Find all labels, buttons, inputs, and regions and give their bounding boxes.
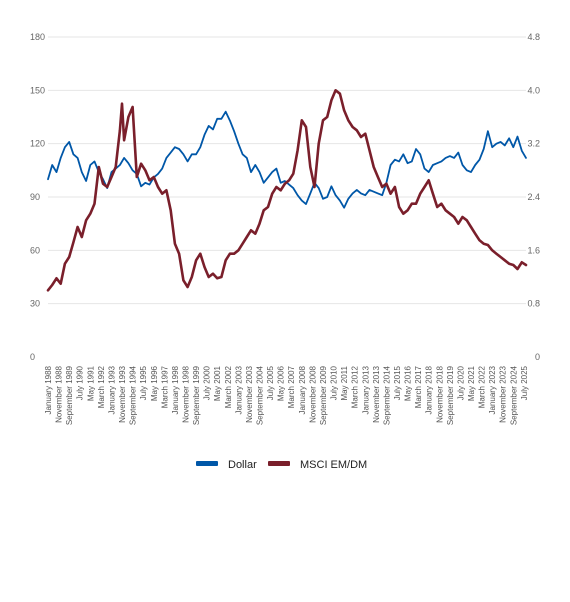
left-y-tick-label: 0: [30, 352, 35, 362]
x-tick-label: May 2011: [340, 365, 349, 400]
series-line-msci-em-dm: [46, 89, 528, 292]
x-tick-label: September 1994: [129, 365, 138, 425]
x-tick-label: January 2013: [361, 365, 370, 414]
x-tick-label: January 2023: [488, 365, 497, 414]
x-tick-label: July 1990: [76, 365, 85, 400]
x-tick-label: January 2008: [298, 365, 307, 414]
x-tick-label: November 2003: [245, 365, 254, 422]
x-tick-label: July 1995: [139, 365, 148, 400]
legend-item-dollar[interactable]: Dollar: [196, 459, 257, 471]
x-tick-label: January 2003: [234, 365, 243, 414]
x-tick-label: May 2006: [277, 365, 286, 401]
legend-swatch-msci-em-dm: [268, 461, 290, 466]
legend-swatch-dollar: [196, 461, 218, 466]
legend: Dollar MSCI EM/DM: [196, 459, 367, 471]
left-y-tick-label: 60: [30, 245, 40, 255]
left-y-tick-label: 120: [30, 139, 45, 149]
x-tick-label: September 1999: [192, 365, 201, 425]
right-y-axis: 0 0.8 1.6 2.4 3.2 4.0 4.8: [527, 32, 540, 362]
x-tick-label: September 2009: [319, 365, 328, 425]
x-tick-label: March 1992: [97, 365, 106, 408]
x-tick-label: July 2020: [456, 365, 465, 400]
x-tick-label: March 2022: [478, 365, 487, 408]
x-tick-label: November 2023: [499, 365, 508, 422]
left-y-tick-label: 90: [30, 192, 40, 202]
right-y-tick-label: 1.6: [527, 245, 540, 255]
x-tick-label: January 1988: [44, 365, 53, 414]
right-y-tick-label: 4.8: [527, 32, 540, 42]
right-y-tick-label: 3.2: [527, 139, 540, 149]
x-tick-label: May 2021: [467, 365, 476, 401]
right-y-tick-label: 0: [535, 352, 540, 362]
x-tick-label: September 2014: [382, 365, 391, 425]
x-tick-label: November 2013: [372, 365, 381, 422]
x-tick-label: November 1998: [181, 365, 190, 422]
x-tick-label: November 2008: [308, 365, 317, 422]
legend-label-dollar: Dollar: [228, 459, 257, 471]
x-tick-label: May 2016: [404, 365, 413, 401]
left-y-tick-label: 30: [30, 299, 40, 309]
left-y-tick-label: 150: [30, 85, 45, 95]
x-tick-label: November 2018: [435, 365, 444, 422]
gridlines: [48, 36, 526, 305]
x-tick-label: July 2005: [266, 365, 275, 400]
x-tick-label: July 2000: [203, 365, 212, 400]
x-tick-label: March 2017: [414, 365, 423, 408]
x-tick-label: May 1991: [86, 365, 95, 401]
x-tick-label: March 2002: [224, 365, 233, 408]
left-y-axis: 0 30 60 90 120 150 180: [30, 32, 45, 362]
x-tick-label: November 1993: [118, 365, 127, 422]
x-tick-label: September 1989: [65, 365, 74, 425]
right-y-tick-label: 4.0: [527, 85, 540, 95]
x-tick-label: March 2007: [287, 365, 296, 408]
x-tick-label: July 2025: [520, 365, 529, 400]
legend-label-msci-em-dm: MSCI EM/DM: [300, 459, 367, 471]
right-y-tick-label: 2.4: [527, 192, 540, 202]
x-tick-label: May 2001: [213, 365, 222, 401]
x-tick-label: May 1996: [150, 365, 159, 401]
x-tick-label: January 1993: [107, 365, 116, 414]
x-tick-label: September 2024: [509, 365, 518, 425]
right-y-tick-label: 0.8: [527, 299, 540, 309]
x-tick-label: January 2018: [425, 365, 434, 414]
x-tick-label: September 2004: [256, 365, 265, 425]
left-y-tick-label: 180: [30, 32, 45, 42]
legend-item-msci-em-dm[interactable]: MSCI EM/DM: [268, 459, 367, 471]
x-tick-label: November 1988: [55, 365, 64, 422]
x-axis: January 1988 November 1988 September 1989 J…: [44, 365, 529, 425]
x-tick-label: March 2012: [351, 365, 360, 408]
x-tick-label: January 1998: [171, 365, 180, 414]
x-tick-label: September 2019: [446, 365, 455, 425]
x-tick-label: March 1997: [160, 365, 169, 408]
series-layer: [46, 89, 528, 292]
x-tick-label: July 2010: [330, 365, 339, 400]
x-tick-label: July 2015: [393, 365, 402, 400]
